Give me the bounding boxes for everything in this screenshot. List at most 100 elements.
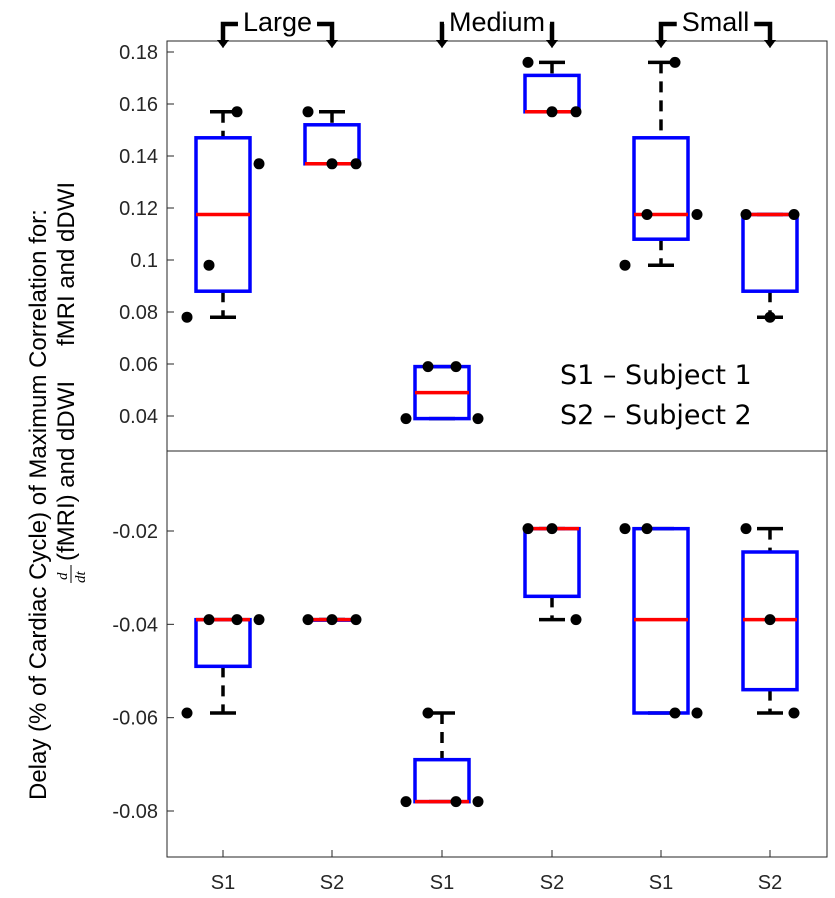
data-point bbox=[181, 311, 193, 323]
data-point bbox=[619, 259, 631, 271]
top-y-tick-label: 0.14 bbox=[119, 146, 158, 168]
x-tick-label: S1 bbox=[649, 872, 673, 894]
axes-box bbox=[166, 40, 828, 858]
x-axis: S1 S2 S1 S2 S1 S2 bbox=[211, 41, 782, 894]
data-point bbox=[522, 523, 534, 535]
data-point bbox=[472, 796, 484, 808]
data-point bbox=[764, 614, 776, 626]
group-bracket-medium: Medium bbox=[436, 7, 558, 48]
box-body bbox=[303, 123, 361, 166]
data-point bbox=[253, 158, 265, 170]
x-tick-label: S1 bbox=[211, 872, 235, 894]
top-y-tick-label: 0.1 bbox=[130, 250, 158, 272]
data-point bbox=[546, 523, 558, 535]
bottom-y-tick-label: -0.06 bbox=[112, 708, 158, 730]
top-y-tick-label: 0.04 bbox=[119, 406, 158, 428]
box-body bbox=[523, 526, 581, 599]
data-point bbox=[570, 614, 582, 626]
data-point bbox=[669, 707, 681, 719]
data-point bbox=[641, 523, 653, 535]
bottom-box-6 bbox=[740, 523, 800, 719]
y-axis-labels: Delay (% of Cardiac Cycle) of Maximum Co… bbox=[25, 182, 89, 800]
data-point bbox=[472, 413, 484, 425]
bottom-box-5 bbox=[619, 523, 703, 719]
legend: S1 – Subject 1 S2 – Subject 2 bbox=[560, 360, 752, 431]
group-bracket-large: Large bbox=[217, 7, 338, 48]
top-y-axis: 0.18 0.16 0.14 0.12 0.1 0.08 0.06 0.04 bbox=[119, 42, 174, 428]
bracket-arrow-right bbox=[326, 40, 338, 48]
bracket-right bbox=[317, 21, 335, 44]
x-tick-label: S2 bbox=[758, 872, 782, 894]
bottom-y-tick-label: -0.04 bbox=[112, 614, 158, 636]
bracket-left bbox=[439, 21, 445, 44]
top-y-tick-label: 0.18 bbox=[119, 42, 158, 64]
plot-frame bbox=[166, 40, 828, 858]
shared-y-label: Delay (% of Cardiac Cycle) of Maximum Co… bbox=[25, 209, 52, 800]
group-brackets: Large Medium Small bbox=[217, 7, 776, 48]
box-body bbox=[413, 757, 471, 804]
group-label: Medium bbox=[449, 7, 545, 37]
x-tick-label: S1 bbox=[430, 872, 454, 894]
bracket-arrow-left bbox=[655, 40, 667, 48]
data-point bbox=[788, 209, 800, 220]
bracket-right bbox=[549, 21, 555, 44]
data-point bbox=[326, 158, 338, 170]
data-point bbox=[788, 707, 800, 719]
derivative-denominator: dt bbox=[73, 571, 89, 584]
data-point bbox=[570, 106, 582, 118]
top-box-1 bbox=[181, 106, 265, 323]
data-point bbox=[691, 707, 703, 719]
data-point bbox=[450, 361, 462, 373]
bracket-left bbox=[658, 21, 677, 44]
bracket-arrow-left bbox=[217, 40, 229, 48]
bottom-box-3 bbox=[400, 707, 484, 808]
top-panel-boxes bbox=[181, 56, 800, 425]
data-point bbox=[691, 209, 703, 220]
data-point bbox=[740, 523, 752, 535]
data-point bbox=[522, 56, 534, 68]
legend-entry-2: S2 – Subject 2 bbox=[560, 400, 752, 431]
top-box-4 bbox=[522, 56, 582, 118]
top-box-5 bbox=[619, 56, 703, 271]
data-point bbox=[253, 614, 265, 626]
x-tick-label: S2 bbox=[540, 872, 564, 894]
data-point bbox=[740, 209, 752, 220]
bracket-left bbox=[220, 21, 238, 44]
data-point bbox=[764, 311, 776, 323]
bracket-arrow-right bbox=[546, 40, 558, 48]
top-y-tick-label: 0.08 bbox=[119, 302, 158, 324]
data-point bbox=[422, 707, 434, 719]
data-point bbox=[181, 707, 193, 719]
data-point bbox=[203, 614, 215, 626]
data-point bbox=[669, 56, 681, 68]
data-point bbox=[619, 523, 631, 535]
bottom-box-2 bbox=[302, 614, 362, 626]
data-point bbox=[231, 614, 243, 626]
top-box-3 bbox=[400, 361, 484, 425]
data-point bbox=[302, 614, 314, 626]
data-point bbox=[326, 614, 338, 626]
group-label: Large bbox=[243, 7, 312, 37]
box-body bbox=[194, 617, 252, 669]
bottom-y-axis: -0.02 -0.04 -0.06 -0.08 bbox=[112, 521, 174, 823]
bracket-arrow-right bbox=[764, 40, 776, 48]
group-bracket-small: Small bbox=[655, 7, 776, 48]
x-tick-label: S2 bbox=[320, 872, 344, 894]
data-point bbox=[350, 158, 362, 170]
data-point bbox=[641, 209, 653, 220]
data-point bbox=[422, 361, 434, 373]
data-point bbox=[400, 413, 412, 425]
bottom-y-label: (fMRI) and dDWI bbox=[53, 381, 80, 561]
top-box-6 bbox=[740, 209, 800, 323]
top-y-label: fMRI and dDWI bbox=[53, 182, 80, 346]
data-point bbox=[400, 796, 412, 808]
top-y-tick-label: 0.12 bbox=[119, 198, 158, 220]
bottom-box-4 bbox=[522, 523, 582, 626]
bottom-box-1 bbox=[181, 614, 265, 719]
derivative-numerator: d bbox=[55, 572, 71, 580]
data-point bbox=[546, 106, 558, 118]
top-box-2 bbox=[302, 106, 362, 170]
top-y-tick-label: 0.16 bbox=[119, 94, 158, 116]
bottom-y-tick-label: -0.02 bbox=[112, 521, 158, 543]
